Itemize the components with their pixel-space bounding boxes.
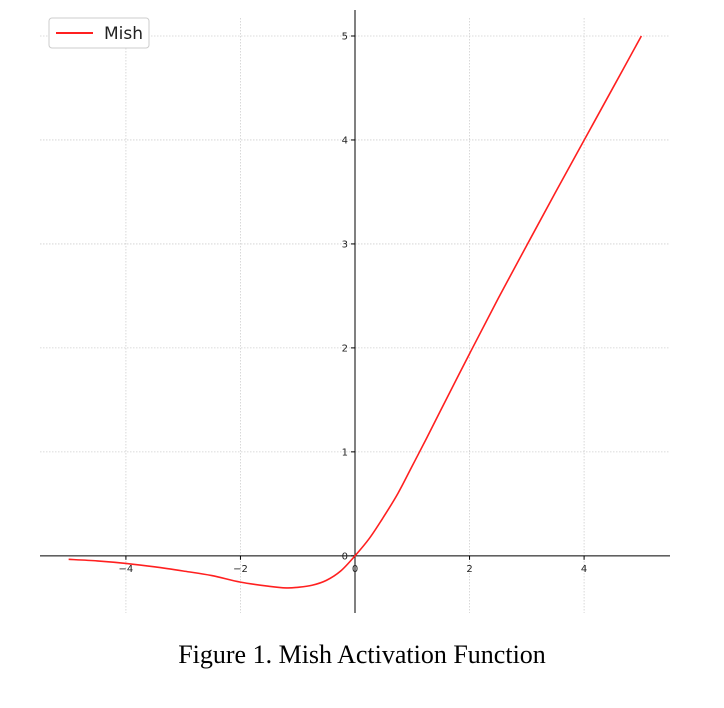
- x-tick-label: 4: [581, 564, 587, 575]
- figure-caption: Figure 1. Mish Activation Function: [178, 640, 546, 669]
- legend-box: [48, 17, 150, 49]
- tick-labels: −4 −2 0 2 4 0 1 2 3 4 5: [119, 31, 588, 574]
- y-tick-label: 4: [342, 135, 348, 146]
- x-tick-label: 0: [352, 564, 358, 575]
- y-tick-label: 3: [342, 239, 348, 250]
- legend-label-mish: Mish: [104, 24, 143, 44]
- x-tick-label: −2: [233, 564, 248, 575]
- y-tick-label: 0: [342, 551, 348, 562]
- series-layer: [68, 35, 643, 589]
- axes: [40, 10, 670, 613]
- x-tick-label: −4: [119, 564, 134, 575]
- y-tick-label: 2: [342, 343, 348, 354]
- x-tick-label: 2: [466, 564, 472, 575]
- legend: Mish: [48, 17, 150, 49]
- y-tick-label: 5: [342, 31, 348, 42]
- y-tick-label: 1: [342, 447, 348, 458]
- series-line-mish: [68, 35, 643, 589]
